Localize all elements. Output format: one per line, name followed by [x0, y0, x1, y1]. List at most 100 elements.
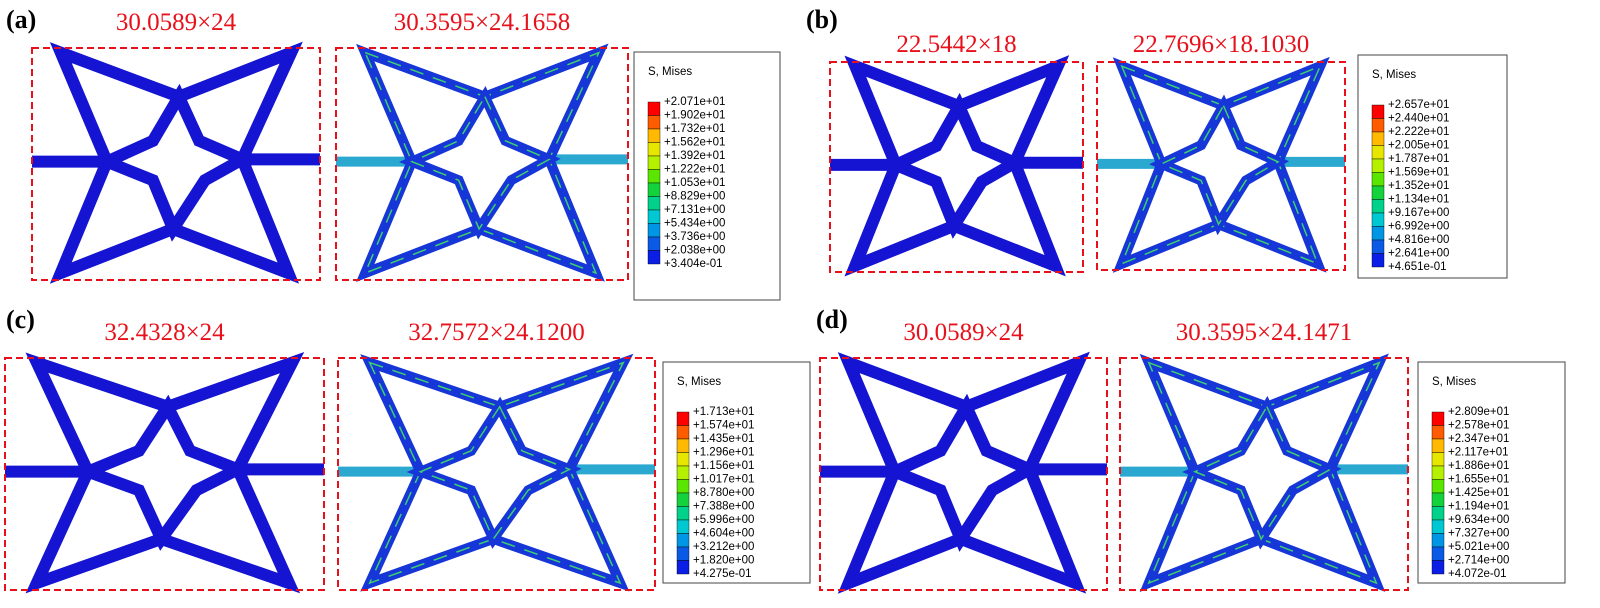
color-band	[647, 209, 661, 224]
strut	[49, 41, 303, 284]
legend-value: +1.222e+01	[664, 164, 725, 176]
strut	[879, 393, 1044, 552]
legend-value: +1.713e+01	[693, 406, 754, 418]
legend-value: +1.732e+01	[664, 123, 725, 135]
legend-value: +1.134e+01	[1388, 194, 1449, 206]
color-band	[676, 438, 690, 453]
strut	[844, 55, 1070, 277]
legend-value: +2.809e+01	[1448, 406, 1509, 418]
color-band	[1431, 492, 1445, 507]
legend-value: +5.434e+00	[664, 218, 725, 230]
legend-value: +4.816e+00	[1388, 234, 1449, 246]
color-band	[647, 142, 661, 157]
panel: (d) 30.0589×24 30.3595×24.1471 S, Mises +2.8…	[816, 305, 1566, 594]
legend-value: +2.641e+00	[1388, 248, 1449, 260]
legend-value: +8.780e+00	[693, 487, 754, 499]
legend-value: +1.017e+01	[693, 474, 754, 486]
legend-value: +5.021e+00	[1448, 541, 1509, 553]
color-band	[1371, 118, 1385, 133]
color-band	[1431, 411, 1445, 426]
color-band	[1431, 519, 1445, 534]
color-band	[1431, 438, 1445, 453]
legend-value: +2.440e+01	[1388, 113, 1449, 125]
legend-value: +2.222e+01	[1388, 126, 1449, 138]
panel: (c) 32.4328×24 32.7572×24.1200 S, Mises +1.7…	[4, 305, 811, 594]
legend-value: +4.651e-01	[1388, 261, 1447, 273]
color-band	[1431, 546, 1445, 561]
color-band	[647, 196, 661, 211]
strut	[1182, 395, 1342, 550]
color-band	[1431, 452, 1445, 467]
dashed-frame	[1096, 61, 1346, 271]
panel-label: (c)	[6, 305, 35, 334]
panel: (a) 30.0589×24 30.3595×24.1658 S, Mises +2.0…	[6, 5, 781, 301]
legend-value: +1.787e+01	[1388, 153, 1449, 165]
color-band	[1431, 465, 1445, 480]
strut	[837, 351, 1090, 594]
color-band	[1371, 226, 1385, 241]
legend-title: S, Mises	[677, 376, 721, 388]
legend-value: +3.212e+00	[693, 541, 754, 553]
legend-value: +1.053e+01	[664, 177, 725, 189]
color-band	[1371, 185, 1385, 200]
color-band	[1431, 560, 1445, 575]
color-band	[1371, 199, 1385, 214]
legend-value: +1.569e+01	[1388, 167, 1449, 179]
color-band	[676, 519, 690, 534]
legend-value: +2.578e+01	[1448, 420, 1509, 432]
legend-value: +1.562e+01	[664, 137, 725, 149]
size-label: 30.3595×24.1658	[394, 9, 571, 36]
dashed-frame	[335, 47, 629, 281]
legend-value: +9.634e+00	[1448, 514, 1509, 526]
strut	[1149, 94, 1289, 236]
color-band	[676, 425, 690, 440]
color-band	[647, 236, 661, 251]
dashed-frame	[31, 47, 321, 281]
legend-value: +1.352e+01	[1388, 180, 1449, 192]
strut	[880, 92, 1028, 239]
color-band	[647, 250, 661, 265]
stress-edge	[368, 361, 625, 585]
legend-value: +1.886e+01	[1448, 460, 1509, 472]
legend-value: +2.714e+00	[1448, 555, 1509, 567]
color-band	[1431, 506, 1445, 521]
legend-value: +1.655e+01	[1448, 474, 1509, 486]
legend-value: +5.996e+00	[693, 514, 754, 526]
color-band	[1371, 212, 1385, 227]
color-band	[1371, 172, 1385, 187]
color-band	[1431, 479, 1445, 494]
legend-title: S, Mises	[1432, 376, 1476, 388]
color-band	[1371, 239, 1385, 254]
legend-value: +3.736e+00	[664, 231, 725, 243]
panel-label: (b)	[806, 5, 838, 34]
color-band	[676, 452, 690, 467]
size-label: 22.7696×18.1030	[1133, 31, 1310, 58]
color-band	[647, 101, 661, 116]
legend-value: +2.657e+01	[1388, 99, 1449, 111]
panel-label: (a)	[6, 5, 36, 34]
legend-value: +4.072e-01	[1448, 568, 1507, 580]
color-band	[676, 546, 690, 561]
legend-value: +4.604e+00	[693, 528, 754, 540]
color-band	[676, 411, 690, 426]
color-band	[1371, 145, 1385, 160]
panel-label: (d)	[816, 305, 848, 334]
legend-value: +1.820e+00	[693, 555, 754, 567]
legend-value: +7.388e+00	[693, 501, 754, 513]
strut	[25, 351, 305, 594]
color-band	[1371, 104, 1385, 119]
stress-edge	[1147, 361, 1381, 585]
dashed-frame	[4, 357, 325, 591]
legend-value: +4.275e-01	[693, 568, 752, 580]
legend-title: S, Mises	[1372, 69, 1416, 81]
size-label: 30.0589×24	[903, 319, 1024, 346]
stress-edge	[418, 405, 572, 541]
legend-value: +1.902e+01	[664, 110, 725, 122]
color-band	[647, 155, 661, 170]
legend-value: +1.435e+01	[693, 433, 754, 445]
size-label: 30.3595×24.1471	[1176, 319, 1353, 346]
size-label: 32.7572×24.1200	[408, 319, 585, 346]
legend-value: +2.117e+01	[1448, 447, 1509, 459]
color-band	[1431, 425, 1445, 440]
